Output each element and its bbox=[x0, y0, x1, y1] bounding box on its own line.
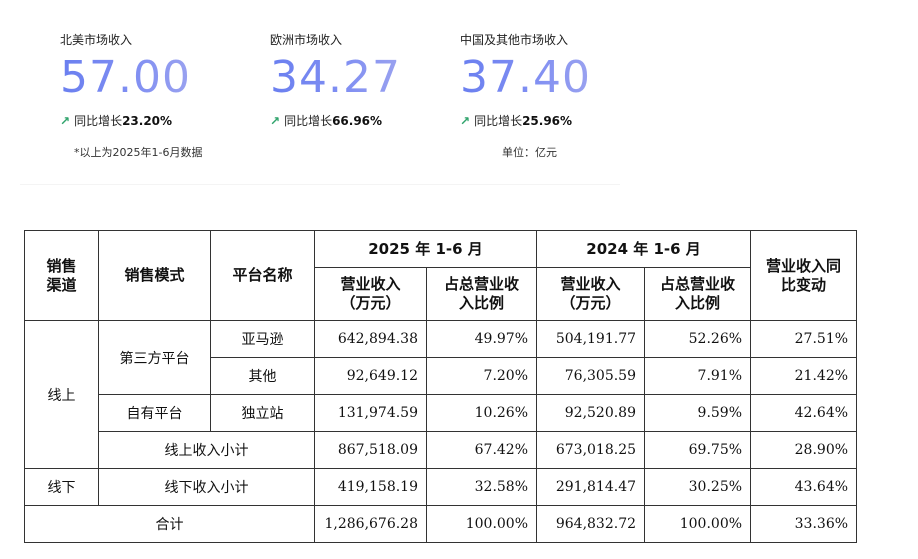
revenue-2024: 76,305.59 bbox=[536, 357, 646, 395]
header-revenue-2024: 营业收入（万元） bbox=[536, 267, 646, 321]
revenue-2025: 867,518.09 bbox=[314, 431, 427, 469]
revenue-2024: 291,814.47 bbox=[536, 468, 646, 506]
revenue-2025: 1,286,676.28 bbox=[314, 505, 427, 543]
table-row-other: 其他 92,649.12 7.20% 76,305.59 7.91% 21.42… bbox=[25, 357, 858, 395]
share-2025: 7.20% bbox=[425, 357, 538, 395]
share-2025: 32.58% bbox=[425, 468, 538, 506]
table-row-offline-subtotal: 线下 线下收入小计 419,158.19 32.58% 291,814.47 3… bbox=[24, 468, 858, 506]
metric-value: 37.40 bbox=[460, 52, 591, 103]
revenue-2025: 642,894.38 bbox=[314, 320, 427, 358]
revenue-2024: 964,832.72 bbox=[536, 505, 646, 543]
channel-online: 线上 bbox=[24, 320, 99, 469]
header-share-2025: 占总营业收入比例 bbox=[425, 267, 538, 321]
mode-third-party: 第三方平台 bbox=[98, 320, 211, 395]
growth-prefix: 同比增长 bbox=[474, 114, 523, 128]
trend-up-arrow-icon: ↗ bbox=[460, 114, 471, 128]
metric-growth: ↗ 同比增长23.20% bbox=[60, 112, 191, 130]
metric-north-america: 北美市场收入 57.00 ↗ 同比增长23.20% bbox=[60, 32, 191, 130]
metric-label: 中国及其他市场收入 bbox=[460, 33, 569, 47]
metric-europe: 欧洲市场收入 34.27 ↗ 同比增长66.96% bbox=[270, 32, 401, 130]
header-yoy: 营业收入同比变动 bbox=[750, 230, 858, 321]
metric-value: 57.00 bbox=[60, 52, 191, 103]
share-2025: 49.97% bbox=[425, 320, 538, 358]
growth-prefix: 同比增长 bbox=[74, 114, 123, 128]
growth-percent: 25.96% bbox=[522, 114, 573, 128]
share-2024: 7.91% bbox=[644, 357, 752, 395]
header-period-2025: 2025 年 1-6 月 bbox=[313, 230, 538, 268]
revenue-2024: 92,520.89 bbox=[536, 394, 646, 432]
platform-name: 其他 bbox=[210, 357, 315, 395]
yoy-change: 28.90% bbox=[750, 431, 858, 469]
share-2024: 9.59% bbox=[644, 394, 752, 432]
yoy-change: 42.64% bbox=[750, 394, 858, 432]
market-revenue-panel: 北美市场收入 57.00 ↗ 同比增长23.20% 欧洲市场收入 34.27 ↗ 同… bbox=[20, 14, 620, 185]
share-2024: 52.26% bbox=[644, 320, 752, 358]
channel-revenue-table: 销售渠道 销售模式 平台名称 2025 年 1-6 月 2024 年 1-6 月… bbox=[24, 230, 858, 543]
table-row-independent: 自有平台 独立站 131,974.59 10.26% 92,520.89 9.5… bbox=[25, 394, 858, 432]
metric-value: 34.27 bbox=[270, 52, 401, 103]
header-channel: 销售渠道 bbox=[24, 230, 99, 321]
header-share-2024: 占总营业收入比例 bbox=[644, 267, 752, 321]
data-period-note: *以上为2025年1-6月数据 bbox=[74, 146, 203, 159]
growth-prefix: 同比增长 bbox=[284, 114, 333, 128]
channel-offline: 线下 bbox=[24, 468, 99, 506]
trend-up-arrow-icon: ↗ bbox=[60, 114, 71, 128]
share-2025: 67.42% bbox=[425, 431, 538, 469]
platform-name: 独立站 bbox=[210, 394, 315, 432]
revenue-2025: 131,974.59 bbox=[314, 394, 427, 432]
metric-label: 北美市场收入 bbox=[60, 33, 133, 47]
mode-own-platform: 自有平台 bbox=[98, 394, 211, 432]
table-row-amazon: 线上 第三方平台 亚马逊 642,894.38 49.97% 504,191.7… bbox=[24, 320, 858, 469]
yoy-change: 27.51% bbox=[750, 320, 858, 358]
yoy-change: 43.64% bbox=[750, 468, 858, 506]
revenue-2024: 504,191.77 bbox=[536, 320, 646, 358]
table-row-online-subtotal: 线上收入小计 867,518.09 67.42% 673,018.25 69.7… bbox=[25, 431, 858, 469]
header-revenue-2025: 营业收入（万元） bbox=[314, 267, 427, 321]
header-platform: 平台名称 bbox=[210, 230, 315, 321]
platform-name: 亚马逊 bbox=[210, 320, 315, 358]
growth-percent: 23.20% bbox=[122, 114, 173, 128]
revenue-2025: 419,158.19 bbox=[314, 468, 427, 506]
offline-subtotal-label: 线下收入小计 bbox=[98, 468, 315, 506]
revenue-2025: 92,649.12 bbox=[314, 357, 427, 395]
metric-china-other: 中国及其他市场收入 37.40 ↗ 同比增长25.96% bbox=[460, 32, 591, 130]
share-2024: 69.75% bbox=[644, 431, 752, 469]
share-2025: 100.00% bbox=[425, 505, 538, 543]
trend-up-arrow-icon: ↗ bbox=[270, 114, 281, 128]
header-mode: 销售模式 bbox=[98, 230, 211, 321]
share-2024: 100.00% bbox=[644, 505, 752, 543]
unit-note: 单位：亿元 bbox=[502, 146, 557, 159]
header-period-2024: 2024 年 1-6 月 bbox=[536, 230, 752, 268]
growth-percent: 66.96% bbox=[332, 114, 383, 128]
share-2024: 30.25% bbox=[644, 468, 752, 506]
yoy-change: 33.36% bbox=[750, 505, 858, 543]
table-row-total: 合计 1,286,676.28 100.00% 964,832.72 100.0… bbox=[24, 505, 858, 543]
header-row-metrics: 营业收入（万元） 占总营业收入比例 营业收入（万元） 占总营业收入比例 bbox=[25, 267, 857, 321]
metric-growth: ↗ 同比增长25.96% bbox=[460, 112, 591, 130]
metric-label: 欧洲市场收入 bbox=[270, 33, 343, 47]
total-label: 合计 bbox=[24, 505, 315, 543]
header-row-periods: 销售渠道 销售模式 平台名称 2025 年 1-6 月 2024 年 1-6 月… bbox=[24, 230, 858, 321]
metric-growth: ↗ 同比增长66.96% bbox=[270, 112, 401, 130]
share-2025: 10.26% bbox=[425, 394, 538, 432]
yoy-change: 21.42% bbox=[750, 357, 858, 395]
online-subtotal-label: 线上收入小计 bbox=[98, 431, 315, 469]
revenue-2024: 673,018.25 bbox=[536, 431, 646, 469]
